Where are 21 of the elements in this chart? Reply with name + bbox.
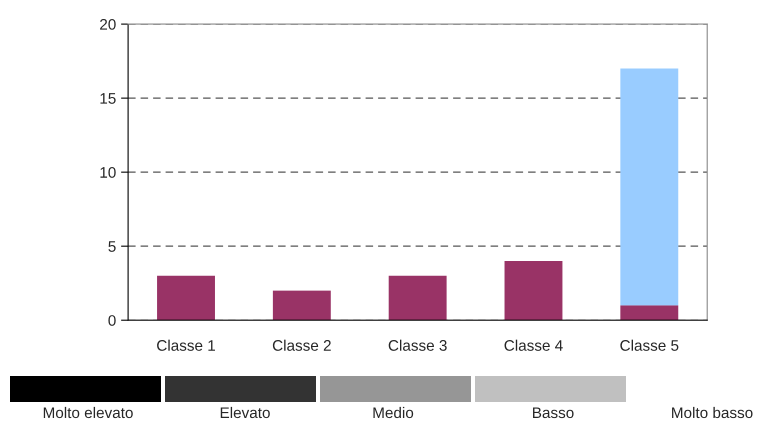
y-tick-label: 20 (100, 18, 116, 30)
bar (620, 68, 678, 306)
bar (388, 276, 447, 320)
x-tick-label: Classe 2 (272, 340, 331, 351)
text: Elevato (220, 406, 270, 418)
text: Molto elevato (44, 406, 133, 418)
y-tick-label: 5 (108, 241, 116, 252)
y-tick-label: 0 (108, 315, 116, 326)
text: Medio (373, 406, 414, 418)
x-tick-label: Classe 3 (388, 340, 447, 351)
x-tick-label: Classe 5 (620, 340, 678, 351)
y-tick-label: 10 (100, 167, 116, 178)
bar (504, 260, 562, 320)
x-tick-label: Classe 4 (504, 340, 563, 351)
text: Molto basso (672, 406, 753, 418)
bar (272, 290, 331, 320)
bar (157, 276, 215, 320)
text: Basso (533, 407, 574, 418)
bar (620, 305, 678, 320)
y-tick-label: 15 (100, 93, 116, 104)
x-tick-label: Classe 1 (157, 340, 215, 351)
